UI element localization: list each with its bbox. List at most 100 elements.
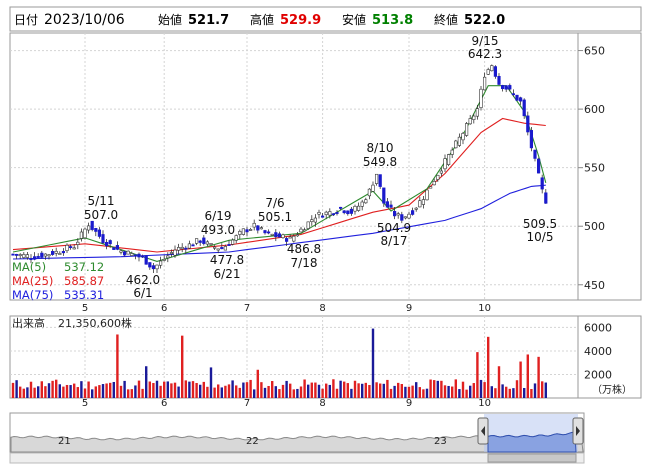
volume-bar — [55, 379, 58, 398]
candle-body — [338, 206, 343, 209]
candle-body — [169, 252, 174, 254]
candle-body — [108, 240, 112, 245]
volume-bar — [418, 387, 421, 398]
volume-bar — [289, 383, 292, 398]
candle-body — [266, 231, 271, 234]
volume-bar — [40, 381, 43, 398]
candle-body — [65, 244, 69, 251]
candle-body — [461, 133, 465, 141]
month-tick-label: 9 — [406, 303, 412, 314]
volume-bar — [299, 386, 303, 398]
candle-body — [335, 212, 339, 214]
candle-body — [482, 76, 487, 91]
month-tick-label: 7 — [244, 398, 250, 409]
volume-bar — [353, 380, 357, 398]
annotation-date: 6/19 — [205, 209, 232, 223]
candle-body — [497, 76, 501, 85]
candle-body — [479, 88, 483, 108]
volume-bar — [105, 383, 108, 398]
volume-bar — [494, 388, 497, 398]
volume-tick-label: 4000 — [584, 345, 612, 358]
navigator-right-handle[interactable] — [572, 417, 584, 445]
volume-bar — [335, 388, 339, 398]
volume-bar — [328, 384, 331, 398]
volume-bar — [393, 385, 396, 398]
volume-bar — [163, 381, 166, 398]
candle-body — [223, 246, 228, 251]
candle-body — [382, 187, 386, 204]
candle-body — [241, 228, 246, 235]
candle-body — [202, 237, 206, 244]
candle-body — [213, 246, 217, 249]
volume-bar — [469, 385, 472, 398]
candle-body — [205, 241, 210, 245]
volume-bar — [407, 386, 411, 398]
volume-bar — [26, 387, 29, 398]
navigator-left-handle[interactable] — [477, 417, 489, 445]
volume-bar — [497, 366, 501, 398]
candle-body — [166, 255, 170, 259]
candle-body — [536, 158, 541, 174]
header-bar: 日付 2023/10/06 始値 521.7 高値 529.9 安値 513.8… — [9, 6, 642, 32]
candlesticks — [11, 64, 548, 274]
annotation-value: 493.0 — [201, 223, 235, 237]
month-tick-label: 7 — [244, 303, 250, 314]
candle-body — [15, 253, 19, 256]
volume-bar — [91, 389, 94, 398]
volume-bar — [245, 382, 249, 398]
volume-bar — [436, 380, 439, 398]
candle-body — [400, 214, 404, 221]
candle-body — [252, 222, 256, 228]
close-label: 終値 — [434, 12, 458, 27]
candle-body — [515, 94, 519, 101]
annotation-date: 5/11 — [88, 194, 115, 208]
candle-body — [439, 170, 444, 174]
volume-bar — [490, 386, 493, 398]
candle-body — [173, 249, 177, 256]
month-tick-label: 10 — [478, 303, 491, 314]
volume-bar — [112, 381, 115, 398]
volume-bar — [397, 382, 400, 398]
volume-unit: （万株） — [592, 383, 632, 396]
candle-body — [508, 85, 512, 90]
navigator-scrollbar[interactable] — [9, 452, 585, 464]
candle-body — [144, 255, 148, 265]
volume-bar — [310, 382, 313, 398]
candle-body — [418, 200, 422, 208]
volume-bar — [461, 381, 465, 398]
volume-bar — [512, 388, 515, 398]
volume-bar — [145, 366, 148, 398]
candle-body — [346, 210, 350, 215]
candle-body — [209, 243, 213, 245]
volume-bar — [389, 388, 393, 398]
volume-bar — [368, 385, 371, 398]
volume-bar — [155, 380, 159, 398]
candle-body — [195, 238, 199, 244]
candle-body — [270, 233, 274, 236]
candle-body — [529, 130, 533, 149]
annotation-value: 462.0 — [126, 273, 160, 287]
candle-body — [342, 210, 346, 214]
volume-bar — [278, 389, 281, 398]
volume-bar — [260, 382, 263, 398]
annotation-date: 9/15 — [472, 34, 499, 48]
high-value: 529.9 — [280, 13, 321, 28]
candle-body — [504, 85, 508, 90]
candle-body — [421, 199, 426, 205]
candle-body — [371, 184, 375, 192]
scrollbar-thumb[interactable] — [487, 453, 577, 463]
volume-bar — [170, 383, 173, 398]
volume-bar — [429, 379, 432, 398]
date-value: 2023/10/06 — [44, 12, 125, 28]
annotation-date: 7/18 — [291, 256, 318, 270]
range-navigator[interactable]: 21 22 23 — [9, 412, 585, 454]
volume-bar — [544, 382, 547, 398]
date-label: 日付 — [14, 13, 38, 27]
candle-body — [101, 234, 105, 244]
volume-bar — [191, 381, 195, 398]
legend-ma25-value: 585.87 — [64, 274, 104, 288]
volume-bar — [501, 384, 504, 398]
volume-bar — [379, 383, 382, 398]
volume-bar — [148, 381, 151, 398]
price-axis: 450 500 550 600 650 — [578, 45, 605, 292]
